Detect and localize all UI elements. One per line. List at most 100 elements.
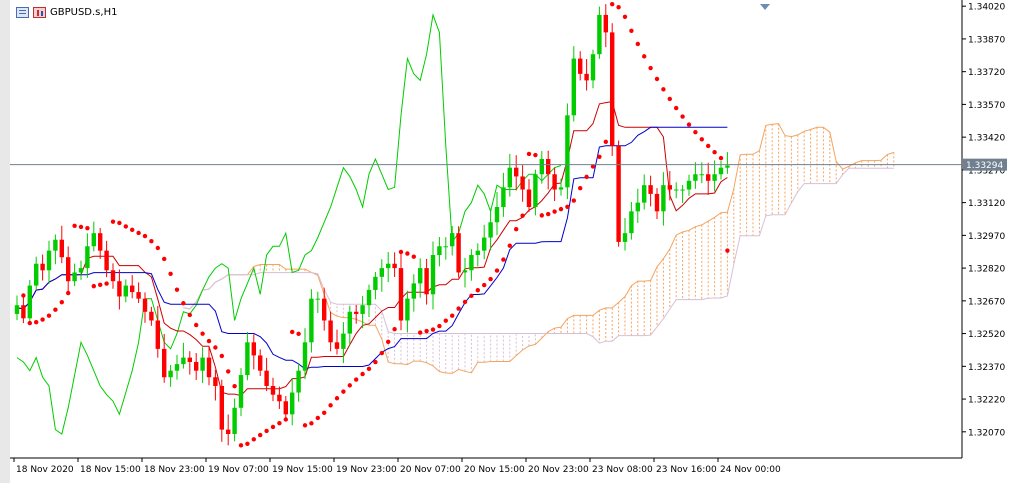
sar-dot xyxy=(661,87,666,92)
x-tick-label: 19 Nov 23:00 xyxy=(336,465,397,475)
candle-body xyxy=(168,370,173,378)
sar-dot xyxy=(206,338,212,344)
y-tick-label: 1.32070 xyxy=(968,428,1005,438)
y-tick-label: 1.34020 xyxy=(968,3,1005,13)
sar-dot xyxy=(53,307,58,312)
sar-dot xyxy=(526,151,532,157)
candle-body xyxy=(539,158,544,175)
sar-dot xyxy=(437,323,442,329)
sar-dot xyxy=(590,164,596,169)
sar-dot xyxy=(174,287,180,292)
candle-body xyxy=(53,239,58,251)
sar-dot xyxy=(110,219,116,224)
candle-body xyxy=(149,311,154,321)
price-chart[interactable]: 1.34020 1.33870 1.33720 1.33570 1.33420 1.332… xyxy=(10,0,1018,483)
sar-dot xyxy=(706,143,711,149)
candle-body xyxy=(245,342,250,376)
candles xyxy=(14,4,730,446)
candle-body xyxy=(661,185,666,212)
candle-body xyxy=(648,185,653,194)
sar-dot xyxy=(693,129,698,135)
candle-body xyxy=(456,233,461,273)
candle-body xyxy=(597,14,602,55)
candle-body xyxy=(258,355,263,371)
chart-type-icon[interactable] xyxy=(33,7,46,18)
sar-dot xyxy=(443,318,448,323)
candle-body xyxy=(674,189,679,191)
sar-dot xyxy=(168,271,173,277)
candle-body xyxy=(347,311,352,334)
candle-body xyxy=(296,370,301,393)
sar-dot xyxy=(270,424,276,430)
candle-body xyxy=(334,342,340,349)
sar-dot xyxy=(686,122,692,127)
y-tick-label: 1.32970 xyxy=(968,232,1005,242)
sar-dot xyxy=(501,257,506,262)
candle-body xyxy=(616,145,621,242)
sar-dot xyxy=(302,423,308,428)
candle-body xyxy=(571,58,576,116)
chart-window-icon[interactable] xyxy=(16,7,29,18)
candle-body xyxy=(315,298,320,300)
chart-title-bar: GBPUSD.s,H1 xyxy=(16,7,117,18)
sar-dot xyxy=(622,14,628,19)
y-tick-label: 1.32220 xyxy=(968,396,1005,406)
chart-background xyxy=(10,0,1018,483)
candle-body xyxy=(379,268,384,277)
sar-dot xyxy=(136,230,141,236)
candle-body xyxy=(558,187,564,190)
candle-body xyxy=(130,285,135,293)
sar-dot xyxy=(238,443,244,448)
sar-dot xyxy=(597,154,602,159)
chart-area[interactable]: 1.34020 1.33870 1.33720 1.33570 1.33420 1.332… xyxy=(10,0,1018,483)
sar-dot xyxy=(469,293,474,299)
sar-dot xyxy=(418,330,423,335)
candle-body xyxy=(706,174,711,181)
candle-body xyxy=(187,357,192,362)
kijun-sen-line xyxy=(16,126,728,370)
sar-dot xyxy=(494,268,500,273)
tenkan-sen-line xyxy=(16,101,728,397)
sar-dot xyxy=(85,225,90,231)
candle-body xyxy=(622,233,628,242)
sar-dot xyxy=(354,377,359,382)
sar-dot xyxy=(123,224,128,229)
candle-body xyxy=(501,187,506,207)
candle-body xyxy=(85,246,90,269)
x-tick-label: 19 Nov 15:00 xyxy=(272,465,333,475)
chikou-span-line xyxy=(16,12,562,435)
sar-dot xyxy=(603,139,608,144)
sar-dot xyxy=(21,293,26,298)
sar-dot xyxy=(341,389,346,394)
sar-dot xyxy=(424,328,429,334)
candle-body xyxy=(213,377,218,386)
candle-body xyxy=(514,167,519,177)
sar-dot xyxy=(411,254,416,259)
candle-body xyxy=(546,158,551,175)
sar-dot xyxy=(251,437,256,442)
sar-dot xyxy=(59,299,64,305)
sar-dot xyxy=(91,283,97,289)
senkou-span-b-line xyxy=(183,167,894,344)
y-tick-label: 1.32520 xyxy=(968,330,1005,340)
candle-body xyxy=(360,305,365,314)
sar-dot xyxy=(283,417,288,422)
candle-body xyxy=(469,255,474,271)
candle-body xyxy=(635,202,640,212)
candle-body xyxy=(155,320,160,349)
sar-dot xyxy=(482,282,487,288)
candle-body xyxy=(104,250,109,271)
candle-body xyxy=(264,370,269,386)
sar-dot xyxy=(232,384,237,389)
candle-body xyxy=(475,250,480,256)
sar-dot xyxy=(40,317,45,322)
candle-body xyxy=(194,361,199,371)
candle-body xyxy=(507,167,512,188)
sar-dot xyxy=(142,233,148,239)
sar-dot xyxy=(699,137,704,142)
candle-body xyxy=(91,233,96,247)
candle-body xyxy=(565,115,570,188)
candle-body xyxy=(238,375,244,408)
sar-dot xyxy=(149,239,154,244)
candle-body xyxy=(610,32,615,146)
